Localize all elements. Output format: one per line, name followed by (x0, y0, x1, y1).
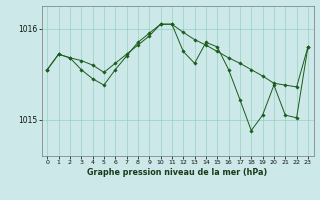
X-axis label: Graphe pression niveau de la mer (hPa): Graphe pression niveau de la mer (hPa) (87, 168, 268, 177)
